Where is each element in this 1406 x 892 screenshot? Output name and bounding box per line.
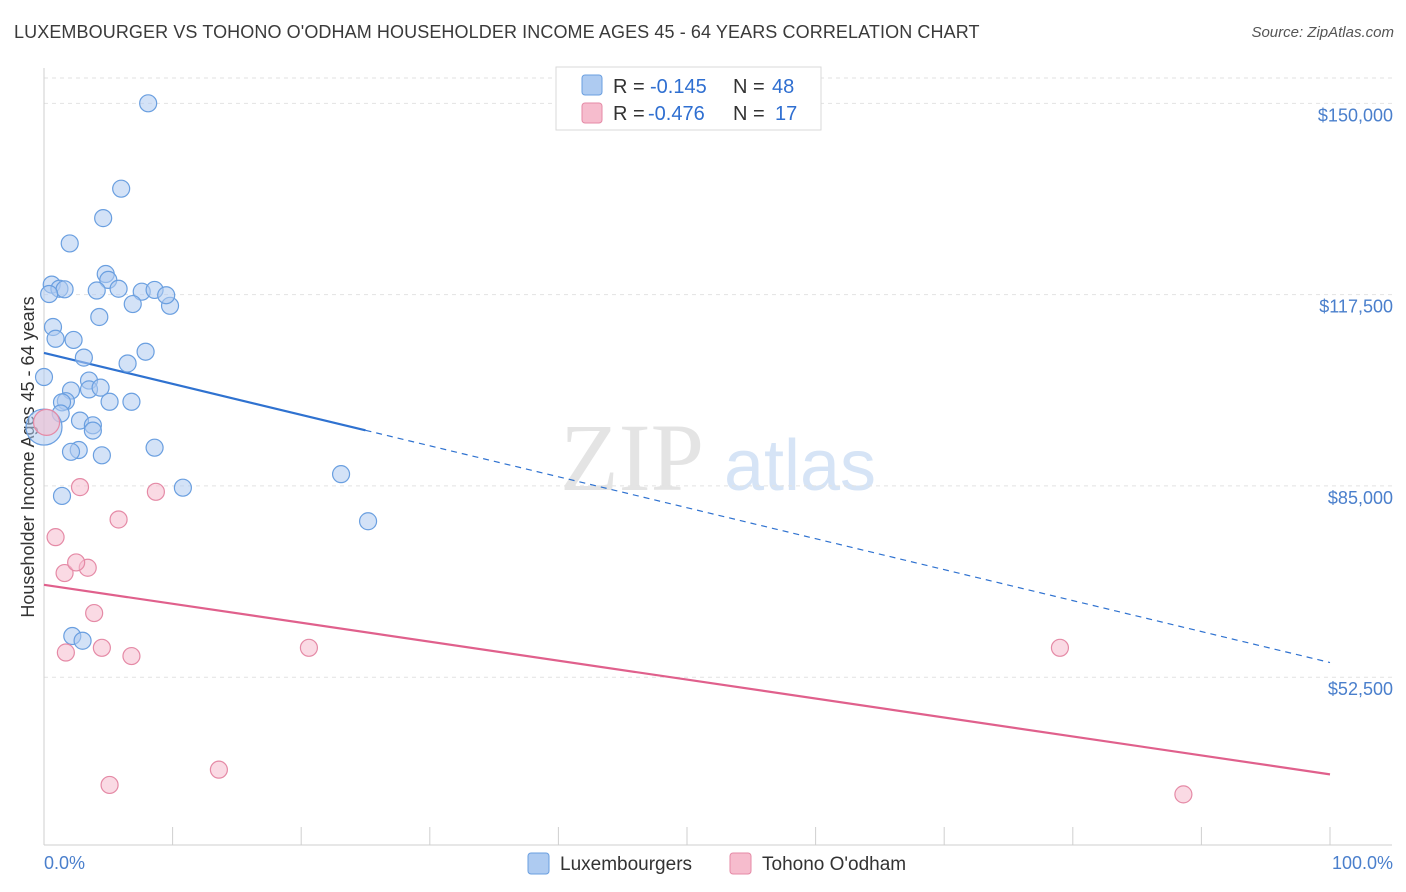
data-point-luxembourgers [61,442,81,461]
trend-lines [43,351,1331,776]
data-point-luxembourgers [91,378,110,397]
correlation-legend: R = -0.145 N = 48 R = -0.476 N = 17 [555,66,822,131]
legend-n-label-2: N = [733,103,765,125]
data-point-tohono-oodham [92,638,111,657]
data-point-luxembourgers [60,234,79,253]
legend-n-value-2: 17 [775,103,797,125]
data-point-luxembourgers [74,348,93,367]
data-point-luxembourgers [92,446,111,465]
data-point-luxembourgers [55,280,74,299]
data-point-luxembourgers [64,330,83,350]
data-point-luxembourgers [46,329,65,348]
data-point-luxembourgers [109,279,128,298]
data-point-luxembourgers [90,307,109,327]
data-point-luxembourgers [94,209,113,228]
data-point-luxembourgers [136,342,155,361]
legend-r-value-2: -0.476 [648,103,705,125]
data-point-tohono-oodham [46,528,65,547]
legend-r-label-2: R = [613,103,645,125]
trendline-luxembourgers-extension [365,429,1331,664]
data-point-tohono-oodham [67,553,86,572]
data-point-tohono-oodham [32,408,61,436]
legend-swatch-blue [581,74,603,96]
watermark-zip: ZIP [560,404,704,511]
axes [43,68,1392,846]
data-point-luxembourgers [123,294,142,314]
trendline-luxembourgers [43,351,366,432]
data-point-tohono-oodham [146,482,165,501]
watermark-atlas: atlas [724,426,876,506]
data-point-luxembourgers [173,478,192,497]
trendline-tohono-oodham [43,583,1331,776]
data-point-luxembourgers [331,465,351,484]
data-point-tohono-oodham [56,643,75,662]
grid-lines [44,77,1392,678]
data-point-tohono-oodham [1050,638,1070,657]
data-point-tohono-oodham [85,603,104,623]
y-tick-label: $117,500 [1319,297,1393,317]
bottom-legend-label-2: Tohono O'odham [762,854,906,875]
chart-title: LUXEMBOURGER VS TOHONO O'ODHAM HOUSEHOLD… [14,22,980,42]
legend-r-value-1: -0.145 [650,76,707,98]
data-point-luxembourgers [73,631,92,650]
data-point-luxembourgers [112,179,131,198]
series-tohono-oodham [32,408,1193,804]
legend-swatch-pink [581,102,603,124]
data-point-tohono-oodham [100,775,119,795]
y-tick-label: $85,000 [1328,488,1393,508]
data-point-luxembourgers [157,286,176,305]
source-label: Source: ZipAtlas.com [1251,24,1394,41]
data-point-luxembourgers [87,281,106,300]
series-legend: Luxembourgers Tohono O'odham [527,852,906,875]
data-point-luxembourgers [52,486,72,506]
data-point-luxembourgers [83,421,102,440]
data-point-tohono-oodham [55,563,74,583]
bottom-legend-swatch-blue [527,852,550,875]
data-point-tohono-oodham [70,478,90,497]
data-point-luxembourgers [139,94,158,113]
data-point-tohono-oodham [209,760,228,779]
data-point-luxembourgers [122,392,141,411]
data-point-luxembourgers [118,354,137,373]
x-tick-marks [172,827,1331,845]
data-point-tohono-oodham [122,646,141,666]
data-point-luxembourgers [145,438,164,457]
bottom-legend-label-1: Luxembourgers [560,854,692,875]
data-point-luxembourgers [358,512,378,531]
series-luxembourgers [25,94,378,650]
data-point-tohono-oodham [1174,785,1193,804]
bottom-legend-swatch-pink [729,852,752,875]
legend-n-label-1: N = [733,76,765,98]
y-axis-label: Householder Income Ages 45 - 64 years [18,296,38,617]
data-point-tohono-oodham [299,638,319,657]
data-point-luxembourgers [34,367,54,387]
legend-r-label-1: R = [613,76,645,98]
data-point-luxembourgers [100,392,119,411]
y-tick-label: $52,500 [1328,679,1393,699]
data-point-luxembourgers [40,284,59,304]
y-tick-label: $150,000 [1318,105,1393,125]
x-tick-label-max: 100.0% [1332,853,1393,873]
legend-n-value-1: 48 [772,76,794,98]
data-point-tohono-oodham [109,510,128,529]
y-tick-labels: $150,000 $117,500 $85,000 $52,500 [1318,105,1393,699]
x-tick-label-min: 0.0% [44,853,85,873]
